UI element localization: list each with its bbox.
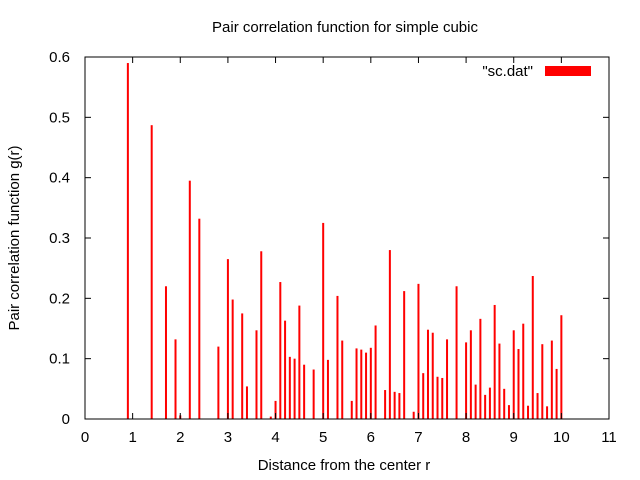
bar (126, 63, 129, 420)
bar (388, 250, 391, 419)
bar (260, 251, 263, 419)
bar (164, 286, 167, 419)
bar (284, 320, 287, 419)
bar (479, 318, 482, 419)
bar (431, 332, 434, 419)
bar (384, 390, 387, 419)
bar (269, 416, 272, 419)
bar (365, 352, 368, 419)
bar (231, 299, 234, 419)
bar (326, 359, 329, 419)
y-tick-label: 0.5 (49, 109, 70, 126)
plot-border (84, 56, 610, 420)
x-tick-label: 6 (367, 429, 375, 446)
bar (527, 405, 530, 419)
x-tick-label: 3 (224, 429, 232, 446)
x-tick-label: 8 (462, 429, 470, 446)
bar (560, 315, 563, 419)
legend-label: "sc.dat" (482, 63, 533, 80)
x-tick-label: 2 (176, 429, 184, 446)
bar (403, 291, 406, 419)
bar (498, 343, 501, 419)
bar (474, 384, 477, 419)
bar (393, 391, 396, 419)
bar (512, 330, 515, 419)
bar (469, 330, 472, 419)
bar (198, 218, 201, 419)
bar (303, 364, 306, 419)
x-tick-label: 0 (81, 429, 89, 446)
x-tick-label: 5 (319, 429, 327, 446)
bar (274, 400, 277, 419)
bar (426, 329, 429, 419)
bars (126, 63, 563, 420)
bar (245, 386, 248, 419)
y-tick-label: 0.6 (49, 49, 70, 66)
y-tick-label: 0.2 (49, 290, 70, 307)
bar (507, 405, 510, 419)
bar (241, 313, 244, 419)
bar (322, 222, 325, 419)
x-axis-label: Distance from the center r (258, 457, 431, 474)
bar (374, 325, 377, 419)
bar (298, 305, 301, 419)
x-tick-label: 7 (414, 429, 422, 446)
chart-title: Pair correlation function for simple cub… (212, 19, 478, 36)
bar (522, 323, 525, 419)
bar (355, 348, 358, 419)
bar (255, 330, 258, 419)
y-tick-label: 0.1 (49, 351, 70, 368)
bar (369, 347, 372, 419)
bar (217, 346, 220, 419)
x-tick-label: 1 (128, 429, 136, 446)
bar (188, 180, 191, 419)
bar (293, 358, 296, 419)
bar (546, 406, 549, 419)
bar (550, 340, 553, 419)
bar (360, 349, 363, 419)
axis-tick-labels: 0 1 2 3 4 5 6 7 8 9 10 11 0 0.1 0.2 0.3 0.4 0.5 0.6 (49, 49, 617, 446)
bar (455, 286, 458, 419)
bar (341, 340, 344, 419)
bar (488, 387, 491, 419)
legend: "sc.dat" (482, 63, 591, 80)
bar (441, 377, 444, 419)
x-tick-label: 4 (271, 429, 279, 446)
y-axis-label: Pair correlation function g(r) (6, 145, 23, 330)
bar (288, 356, 291, 419)
bar (541, 344, 544, 419)
bar (412, 411, 415, 419)
bar (398, 393, 401, 419)
y-tick-label: 0.4 (49, 170, 70, 187)
bar (503, 388, 506, 419)
bar (312, 369, 315, 419)
bar (536, 393, 539, 419)
x-tick-label: 9 (510, 429, 518, 446)
bar (174, 339, 177, 419)
bar (484, 394, 487, 419)
bar (436, 376, 439, 419)
bar (465, 342, 468, 419)
bar (517, 349, 520, 419)
x-tick-label: 11 (601, 429, 617, 446)
bar (531, 276, 534, 419)
bar (226, 259, 229, 419)
bar (279, 282, 282, 419)
bar (446, 339, 449, 419)
bar (555, 368, 558, 419)
axis-ticks (84, 56, 610, 420)
y-tick-label: 0 (62, 411, 70, 428)
y-tick-label: 0.3 (49, 230, 70, 247)
bar (150, 125, 153, 419)
bar (422, 373, 425, 419)
bar (493, 304, 496, 419)
legend-swatch (545, 66, 591, 76)
bar (350, 400, 353, 419)
bar (417, 283, 420, 419)
x-tick-label: 10 (553, 429, 570, 446)
bar (336, 295, 339, 419)
